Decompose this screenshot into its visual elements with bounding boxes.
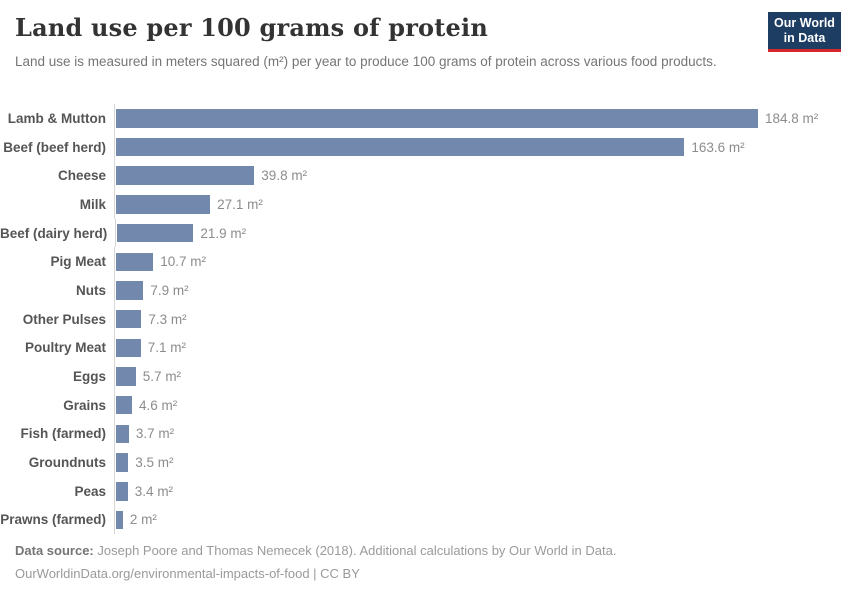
bar[interactable] xyxy=(116,367,136,386)
chart-row: Milk 27.1 m² xyxy=(0,190,850,219)
bar-area: 3.5 m² xyxy=(114,448,850,477)
bar[interactable] xyxy=(116,482,128,501)
bar-area: 3.4 m² xyxy=(114,476,850,506)
value-label: 39.8 m² xyxy=(261,168,308,184)
chart-row: Lamb & Mutton 184.8 m² xyxy=(0,104,850,133)
category-label: Milk xyxy=(79,196,106,212)
value-label: 7.1 m² xyxy=(147,340,186,356)
category-label: Other Pulses xyxy=(22,311,106,327)
value-label: 163.6 m² xyxy=(691,139,745,155)
chart-row: Pig Meat 10.7 m² xyxy=(0,247,850,277)
owid-logo-line1: Our World xyxy=(774,16,835,30)
bar[interactable] xyxy=(116,424,129,444)
chart-row: Poultry Meat 7.1 m² xyxy=(0,333,850,363)
bar[interactable] xyxy=(116,166,255,185)
bar[interactable] xyxy=(116,109,758,128)
data-source-text: Joseph Poore and Thomas Nemecek (2018). … xyxy=(97,543,617,558)
bar-area: 2 m² xyxy=(114,505,850,535)
bar[interactable] xyxy=(116,195,211,214)
value-label: 7.9 m² xyxy=(150,282,189,298)
chart-row: Nuts 7.9 m² xyxy=(0,276,850,305)
value-label: 3.4 m² xyxy=(134,483,174,499)
bar-area: 7.3 m² xyxy=(114,304,850,334)
value-label: 21.9 m² xyxy=(200,225,247,241)
category-label: Lamb & Mutton xyxy=(7,110,106,126)
chart-rows: Lamb & Mutton 184.8 m² Beef (beef herd) … xyxy=(0,104,850,535)
chart-title: Land use per 100 grams of protein xyxy=(15,13,488,42)
data-source-line: Data source: Joseph Poore and Thomas Nem… xyxy=(15,540,835,563)
owid-link[interactable]: OurWorldinData.org/environmental-impacts… xyxy=(15,565,360,581)
bar-chart: Lamb & Mutton 184.8 m² Beef (beef herd) … xyxy=(0,104,850,535)
bar[interactable] xyxy=(116,338,141,358)
bar-area: 184.8 m² xyxy=(114,104,850,133)
bar[interactable] xyxy=(116,395,132,415)
category-label: Fish (farmed) xyxy=(20,426,106,442)
chart-row: Cheese 39.8 m² xyxy=(0,161,850,191)
category-label: Nuts xyxy=(76,282,106,298)
category-label: Cheese xyxy=(57,168,106,184)
value-label: 27.1 m² xyxy=(217,196,263,212)
bar-area: 21.9 m² xyxy=(115,218,850,248)
bar-area: 5.7 m² xyxy=(114,362,850,391)
category-label: Peas xyxy=(74,483,106,499)
category-label: Beef (beef herd) xyxy=(3,139,106,155)
category-label: Grains xyxy=(63,397,106,413)
chart-subtitle: Land use is measured in meters squared (… xyxy=(15,54,717,69)
data-source-label: Data source: xyxy=(15,543,94,558)
bar-area: 7.9 m² xyxy=(114,276,850,305)
bar[interactable] xyxy=(116,510,123,530)
value-label: 184.8 m² xyxy=(765,110,819,126)
category-label: Eggs xyxy=(72,369,106,385)
chart-row: Grains 4.6 m² xyxy=(0,390,850,420)
bar-area: 3.7 m² xyxy=(114,419,850,449)
chart-row: Eggs 5.7 m² xyxy=(0,362,850,391)
bar-area: 27.1 m² xyxy=(114,190,850,219)
value-label: 3.7 m² xyxy=(135,426,175,442)
value-label: 5.7 m² xyxy=(142,369,182,385)
category-label: Pig Meat xyxy=(50,254,106,270)
bar-area: 4.6 m² xyxy=(114,390,850,420)
chart-row: Other Pulses 7.3 m² xyxy=(0,304,850,334)
value-label: 3.5 m² xyxy=(135,455,174,471)
chart-row: Fish (farmed) 3.7 m² xyxy=(0,419,850,449)
bar[interactable] xyxy=(116,453,129,472)
owid-logo[interactable]: Our World in Data xyxy=(768,12,841,52)
bar[interactable] xyxy=(116,137,685,157)
value-label: 7.3 m² xyxy=(148,311,187,327)
bar[interactable] xyxy=(116,309,142,329)
bar-area: 10.7 m² xyxy=(114,247,850,277)
bar-area: 39.8 m² xyxy=(114,161,850,191)
chart-row: Beef (beef herd) 163.6 m² xyxy=(0,132,850,162)
category-label: Beef (dairy herd) xyxy=(0,225,108,241)
bar[interactable] xyxy=(117,223,194,243)
chart-row: Groundnuts 3.5 m² xyxy=(0,448,850,477)
value-label: 2 m² xyxy=(129,512,157,528)
chart-row: Prawns (farmed) 2 m² xyxy=(0,505,850,535)
category-label: Poultry Meat xyxy=(24,340,106,356)
bar[interactable] xyxy=(116,281,144,300)
category-label: Prawns (farmed) xyxy=(0,512,106,528)
owid-logo-line2: in Data xyxy=(783,31,826,45)
category-label: Groundnuts xyxy=(28,455,106,471)
chart-row: Beef (dairy herd) 21.9 m² xyxy=(0,218,850,248)
chart-row: Peas 3.4 m² xyxy=(0,476,850,506)
bar[interactable] xyxy=(116,252,154,272)
chart-footer: Data source: Joseph Poore and Thomas Nem… xyxy=(15,540,835,586)
bar-area: 163.6 m² xyxy=(114,132,850,162)
bar-area: 7.1 m² xyxy=(114,333,850,363)
value-label: 4.6 m² xyxy=(139,397,178,413)
value-label: 10.7 m² xyxy=(160,254,206,270)
